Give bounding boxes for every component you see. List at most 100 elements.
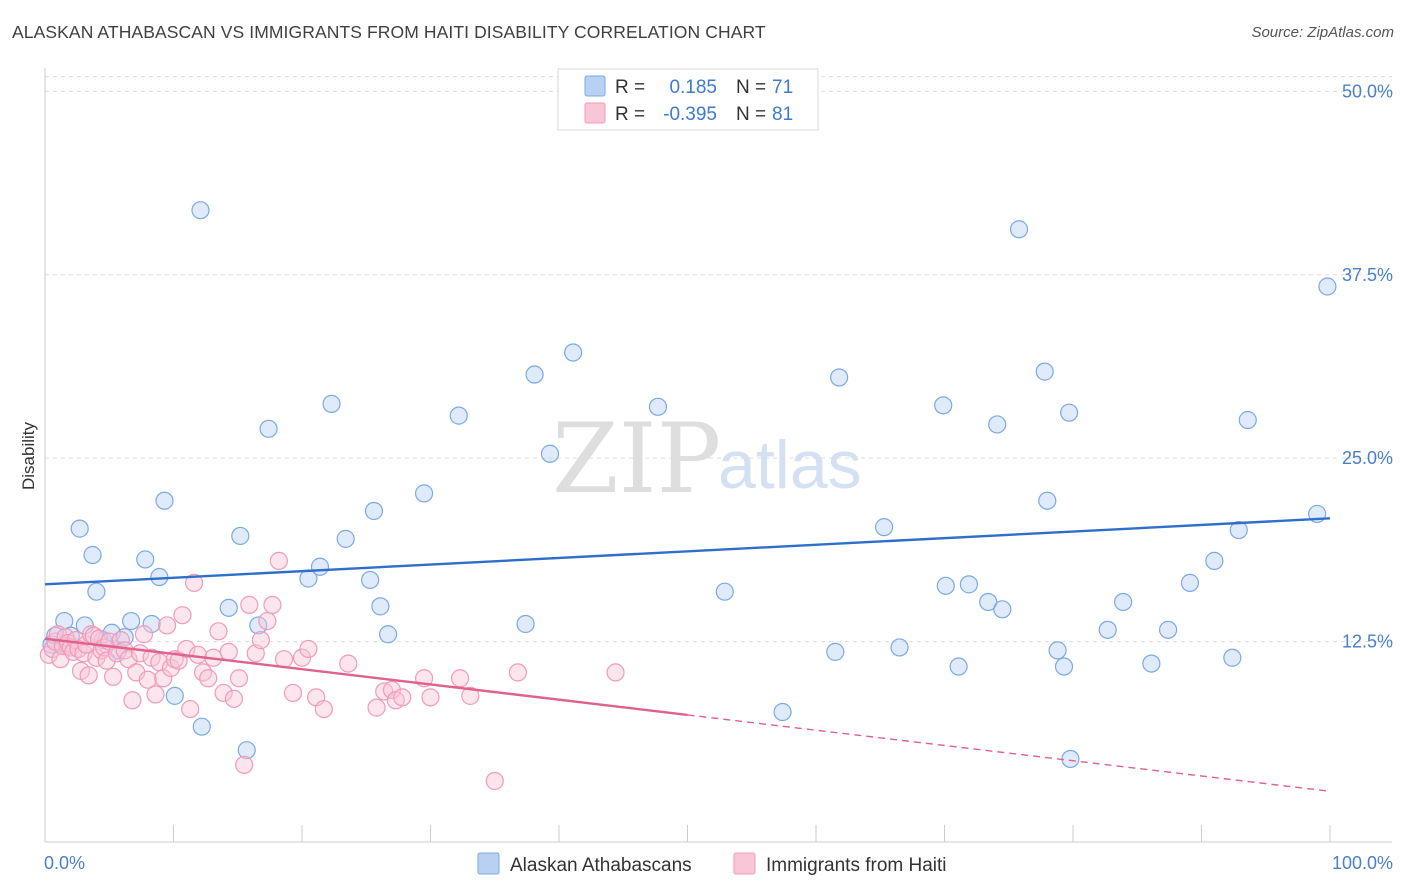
data-point xyxy=(142,614,161,634)
y-axis-title: Disability xyxy=(19,421,38,490)
data-point xyxy=(371,597,390,616)
data-point xyxy=(540,444,560,463)
legend-n-value-haiti: 81 xyxy=(772,104,793,125)
source-label: Source: ZipAtlas.com xyxy=(1251,24,1394,41)
data-point xyxy=(240,595,259,615)
data-point xyxy=(606,663,625,682)
data-point xyxy=(283,683,303,703)
y-tick-label: 50.0% xyxy=(1342,81,1393,101)
data-point xyxy=(70,519,89,538)
legend-n-label-haiti: N = xyxy=(736,104,766,125)
data-point xyxy=(1009,220,1029,239)
data-point xyxy=(138,670,157,689)
data-point xyxy=(214,683,233,703)
data-point xyxy=(1035,362,1054,381)
data-point xyxy=(382,680,402,700)
x-tick-label-min: 0.0% xyxy=(44,853,85,873)
x-tick-labels: 0.0% 100.0% xyxy=(44,853,1393,873)
data-point xyxy=(1180,573,1200,592)
data-point xyxy=(146,685,165,704)
data-point xyxy=(648,397,668,416)
data-point xyxy=(715,582,734,601)
data-point xyxy=(259,419,278,438)
data-point xyxy=(508,663,527,682)
data-point xyxy=(485,771,504,791)
data-point xyxy=(936,576,955,595)
data-point xyxy=(193,663,213,682)
data-point xyxy=(157,616,177,635)
y-tick-label: 37.5% xyxy=(1342,265,1393,285)
data-point xyxy=(79,666,98,685)
data-point xyxy=(979,592,998,612)
data-point xyxy=(339,654,358,673)
data-point xyxy=(134,625,154,644)
data-point xyxy=(209,622,228,641)
data-point xyxy=(364,501,384,521)
data-point xyxy=(165,686,184,705)
data-point xyxy=(367,698,386,717)
data-point xyxy=(414,484,434,503)
chart-title: ALASKAN ATHABASCAN VS IMMIGRANTS FROM HA… xyxy=(12,22,766,42)
data-point xyxy=(949,657,968,676)
y-tick-labels: 12.5% 25.0% 37.5% 50.0% xyxy=(1342,81,1393,651)
legend-r-label-haiti: R = xyxy=(615,104,645,125)
data-point xyxy=(959,575,979,594)
data-point xyxy=(1054,657,1074,676)
data-point xyxy=(1048,641,1067,660)
data-point xyxy=(1114,592,1133,612)
data-point xyxy=(1098,620,1117,639)
data-point xyxy=(251,631,270,650)
data-point xyxy=(1158,620,1178,639)
data-point xyxy=(181,699,200,719)
data-point xyxy=(89,629,109,648)
data-point xyxy=(310,557,330,576)
data-point xyxy=(875,518,894,537)
y-tick-label: 12.5% xyxy=(1342,632,1393,652)
trend-line-1 xyxy=(44,637,688,717)
data-point xyxy=(1142,654,1161,673)
data-point xyxy=(361,570,380,590)
axes xyxy=(44,68,1392,843)
data-point xyxy=(219,642,238,661)
data-point xyxy=(184,573,204,592)
data-point xyxy=(299,639,318,659)
data-point xyxy=(1223,648,1242,667)
data-point xyxy=(258,611,277,631)
data-point xyxy=(191,201,210,220)
data-point xyxy=(83,545,102,565)
data-point xyxy=(988,415,1007,434)
legend-r-value-haiti: -0.395 xyxy=(663,104,717,125)
trend-lines xyxy=(44,517,1331,792)
x-tick-label-max: 100.0% xyxy=(1332,853,1393,873)
data-point xyxy=(336,529,355,548)
legend-swatch-athabascan xyxy=(584,75,606,97)
legend-n-label-athabascan: N = xyxy=(736,77,766,98)
bottom-legend-label-haiti: Immigrants from Haiti xyxy=(766,855,947,876)
data-point xyxy=(155,491,174,510)
data-point xyxy=(393,688,412,707)
data-point xyxy=(136,550,155,569)
data-point xyxy=(177,639,196,659)
data-point xyxy=(97,651,116,670)
data-point xyxy=(161,658,181,678)
data-point xyxy=(1229,520,1248,540)
watermark-zip: ZIP xyxy=(552,403,721,515)
data-point xyxy=(249,616,268,635)
data-point xyxy=(826,642,845,661)
data-point xyxy=(237,741,256,760)
data-point xyxy=(121,611,141,631)
data-point xyxy=(154,669,173,688)
data-point xyxy=(235,755,254,774)
data-point xyxy=(564,343,583,362)
data-point xyxy=(1038,491,1057,510)
data-point xyxy=(199,669,218,688)
data-point xyxy=(188,645,208,664)
data-point xyxy=(104,667,123,686)
data-point xyxy=(993,600,1012,619)
data-point xyxy=(314,699,333,719)
data-point xyxy=(421,688,440,707)
data-point xyxy=(224,689,243,708)
data-point xyxy=(219,598,238,617)
data-point xyxy=(461,686,480,705)
